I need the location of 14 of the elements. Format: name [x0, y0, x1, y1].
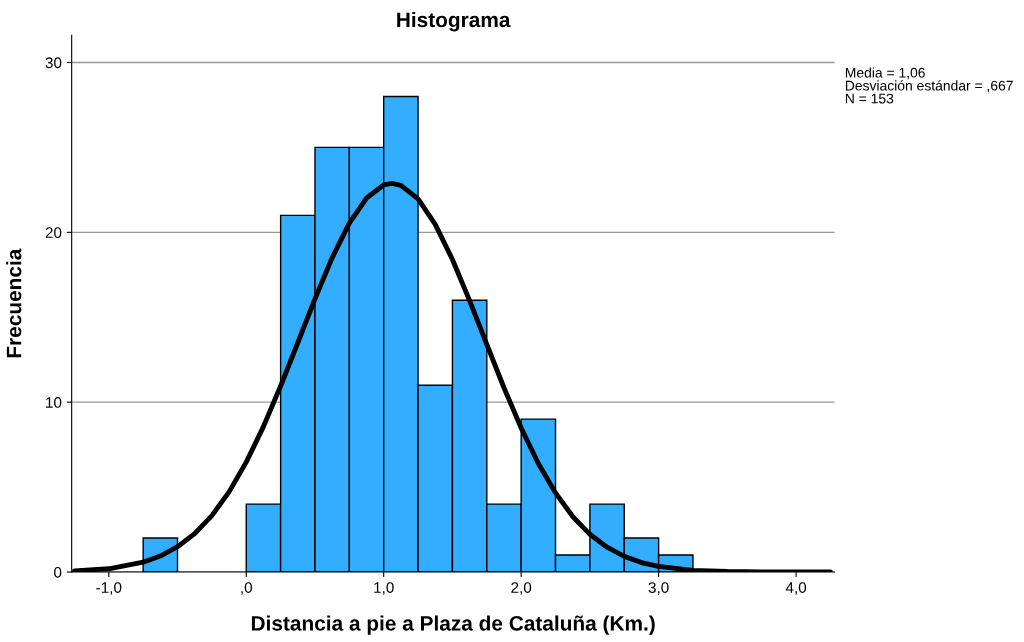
y-tick-label: 30 — [45, 57, 62, 69]
text: Media = 1,06 Desviación estándar = ,667 N = 153 — [845, 67, 1013, 104]
x-tick-label: 1,0 — [374, 582, 394, 595]
x-tick-label: 2,0 — [511, 582, 532, 595]
x-tick-label: -1,0 — [96, 582, 122, 595]
x-axis-title: Distancia a pie a Plaza de Cataluña (Km.) — [251, 615, 655, 635]
x-tick-label: ,0 — [241, 582, 253, 595]
x-tick-label: 4,0 — [785, 582, 807, 595]
y-tick-label: 10 — [46, 397, 62, 408]
x-tick-label: 3,0 — [648, 582, 669, 595]
y-axis-title: Frecuencia — [6, 248, 22, 358]
y-tick-label: 0 — [54, 566, 62, 578]
chart-title: Histograma — [397, 11, 511, 32]
y-tick-label: 20 — [45, 227, 62, 239]
